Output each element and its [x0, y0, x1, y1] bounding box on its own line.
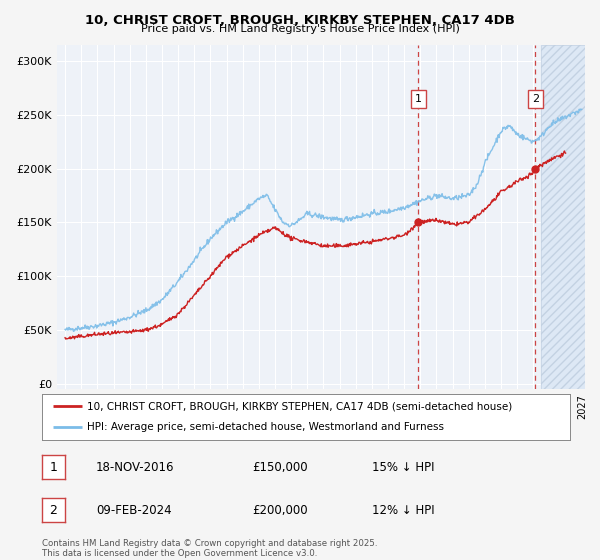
Text: £150,000: £150,000 — [252, 460, 308, 474]
Text: 1: 1 — [415, 94, 422, 104]
Text: 2: 2 — [532, 94, 539, 104]
Bar — [541, 45, 585, 389]
Bar — [541, 45, 585, 389]
Text: 15% ↓ HPI: 15% ↓ HPI — [372, 460, 434, 474]
Text: HPI: Average price, semi-detached house, Westmorland and Furness: HPI: Average price, semi-detached house,… — [87, 422, 444, 432]
Text: Price paid vs. HM Land Registry's House Price Index (HPI): Price paid vs. HM Land Registry's House … — [140, 24, 460, 34]
Text: 12% ↓ HPI: 12% ↓ HPI — [372, 503, 434, 517]
Text: 2: 2 — [49, 503, 58, 517]
Text: 10, CHRIST CROFT, BROUGH, KIRKBY STEPHEN, CA17 4DB: 10, CHRIST CROFT, BROUGH, KIRKBY STEPHEN… — [85, 14, 515, 27]
Text: 10, CHRIST CROFT, BROUGH, KIRKBY STEPHEN, CA17 4DB (semi-detached house): 10, CHRIST CROFT, BROUGH, KIRKBY STEPHEN… — [87, 401, 512, 411]
Text: 1: 1 — [49, 460, 58, 474]
Text: 18-NOV-2016: 18-NOV-2016 — [96, 460, 175, 474]
Text: Contains HM Land Registry data © Crown copyright and database right 2025.
This d: Contains HM Land Registry data © Crown c… — [42, 539, 377, 558]
Text: 09-FEB-2024: 09-FEB-2024 — [96, 503, 172, 517]
Text: £200,000: £200,000 — [252, 503, 308, 517]
